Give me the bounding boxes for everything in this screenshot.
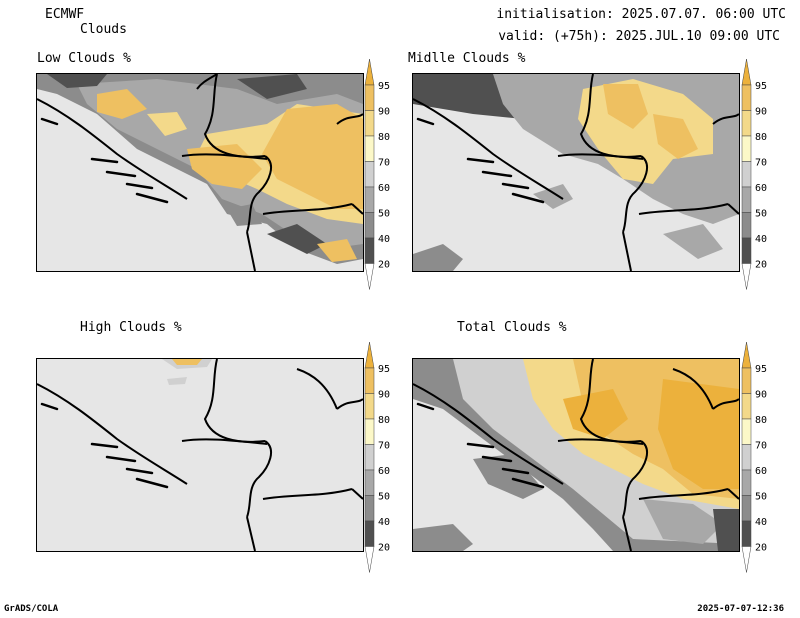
colorbar-tick-label: 20: [755, 543, 767, 554]
colorbar-high: 95 90 80 70 60 50 40 20: [364, 341, 414, 574]
colorbar-tick-label: 50: [378, 492, 390, 503]
colorbar-segment: [364, 161, 375, 188]
valid-time: valid: (+75h): 2025.JUL.10 09:00 UTC: [498, 29, 780, 44]
colorbar-tick-label: 60: [378, 466, 390, 477]
middle-clouds-islands: [416, 117, 545, 204]
low-clouds-islands: [40, 117, 169, 204]
colorbar-segment: [364, 110, 375, 137]
colorbar-tick-label: 95: [378, 81, 390, 92]
colorbar-tick-label: 90: [378, 390, 390, 401]
variable-name: Clouds: [80, 22, 127, 37]
total-clouds-field: [413, 359, 739, 551]
colorbar-tick-label: 40: [755, 517, 767, 528]
colorbar-tick-label: 90: [755, 390, 767, 401]
middle-clouds-borders: [413, 74, 739, 271]
colorbar-arrow-bottom: [364, 263, 375, 290]
colorbar-low: 95 90 80 70 60 50 40 20: [364, 58, 414, 291]
colorbar-segment: [364, 84, 375, 111]
colorbar-segment: [741, 520, 752, 547]
colorbar-segment: [741, 367, 752, 394]
initialisation-time: initialisation: 2025.07.07. 06:00 UTC: [496, 7, 786, 22]
colorbar-tick-label: 40: [755, 234, 767, 245]
colorbar-tick-label: 80: [755, 132, 767, 143]
colorbar-tick-label: 20: [755, 260, 767, 271]
total-clouds-map: [412, 358, 740, 552]
low-clouds-map: [36, 73, 364, 272]
low-clouds-field: [37, 74, 363, 264]
colorbar-tick-label: 40: [378, 234, 390, 245]
panel-title-low: Low Clouds %: [37, 51, 131, 66]
middle-clouds-map: [412, 73, 740, 272]
colorbar-tick-label: 90: [755, 107, 767, 118]
colorbar-tick-label: 60: [755, 466, 767, 477]
colorbar-middle: 95 90 80 70 60 50 40 20: [741, 58, 791, 291]
colorbar-segment: [364, 469, 375, 496]
high-clouds-field: [162, 359, 212, 385]
colorbar-tick-label: 50: [378, 209, 390, 220]
colorbar-tick-label: 95: [755, 81, 767, 92]
colorbar-tick-label: 70: [378, 158, 390, 169]
colorbar-segment: [364, 367, 375, 394]
footer-timestamp: 2025-07-07-12:36: [697, 604, 784, 614]
high-clouds-map: [36, 358, 364, 552]
total-clouds-islands: [416, 402, 545, 489]
colorbar-tick-label: 70: [378, 441, 390, 452]
high-clouds-islands: [40, 402, 169, 489]
low-clouds-borders: [37, 74, 363, 271]
colorbar-tick-label: 50: [755, 492, 767, 503]
colorbar-segment: [741, 110, 752, 137]
colorbar-tick-label: 95: [755, 364, 767, 375]
colorbar-segment: [741, 135, 752, 162]
colorbar-arrow-bottom: [364, 546, 375, 573]
panel-title-middle: Midlle Clouds %: [408, 51, 526, 66]
colorbar-tick-label: 60: [378, 183, 390, 194]
colorbar-segment: [741, 393, 752, 420]
middle-clouds-field: [413, 74, 739, 271]
colorbar-tick-label: 90: [378, 107, 390, 118]
colorbar-tick-label: 40: [378, 517, 390, 528]
colorbar-tick-label: 60: [755, 183, 767, 194]
colorbar-segment: [364, 393, 375, 420]
colorbar-segment: [741, 444, 752, 471]
colorbar-segment: [364, 237, 375, 264]
colorbar-tick-label: 20: [378, 543, 390, 554]
colorbar-segment: [741, 237, 752, 264]
colorbar-arrow-top: [741, 341, 752, 369]
colorbar-segment: [364, 212, 375, 239]
colorbar-segment: [364, 186, 375, 213]
colorbar-arrow-top: [364, 58, 375, 86]
colorbar-total: 95 90 80 70 60 50 40 20: [741, 341, 791, 574]
colorbar-segment: [364, 135, 375, 162]
total-clouds-borders: [413, 359, 739, 551]
panel-title-total: Total Clouds %: [457, 320, 567, 335]
model-name: ECMWF: [45, 7, 85, 22]
colorbar-tick-label: 70: [755, 441, 767, 452]
footer-software: GrADS/COLA: [4, 604, 59, 614]
colorbar-segment: [741, 469, 752, 496]
colorbar-segment: [741, 186, 752, 213]
colorbar-segment: [741, 418, 752, 445]
colorbar-segment: [364, 495, 375, 522]
colorbar-arrow-bottom: [741, 546, 752, 573]
panel-title-high: High Clouds %: [80, 320, 182, 335]
colorbar-segment: [741, 212, 752, 239]
colorbar-segment: [364, 444, 375, 471]
colorbar-arrow-top: [364, 341, 375, 369]
high-clouds-borders: [37, 359, 363, 551]
colorbar-tick-label: 80: [378, 415, 390, 426]
colorbar-arrow-bottom: [741, 263, 752, 290]
colorbar-segment: [741, 84, 752, 111]
colorbar-segment: [364, 418, 375, 445]
colorbar-tick-label: 80: [378, 132, 390, 143]
colorbar-segment: [741, 161, 752, 188]
colorbar-tick-label: 50: [755, 209, 767, 220]
colorbar-tick-label: 20: [378, 260, 390, 271]
colorbar-segment: [741, 495, 752, 522]
colorbar-tick-label: 95: [378, 364, 390, 375]
colorbar-arrow-top: [741, 58, 752, 86]
colorbar-segment: [364, 520, 375, 547]
colorbar-tick-label: 70: [755, 158, 767, 169]
colorbar-tick-label: 80: [755, 415, 767, 426]
